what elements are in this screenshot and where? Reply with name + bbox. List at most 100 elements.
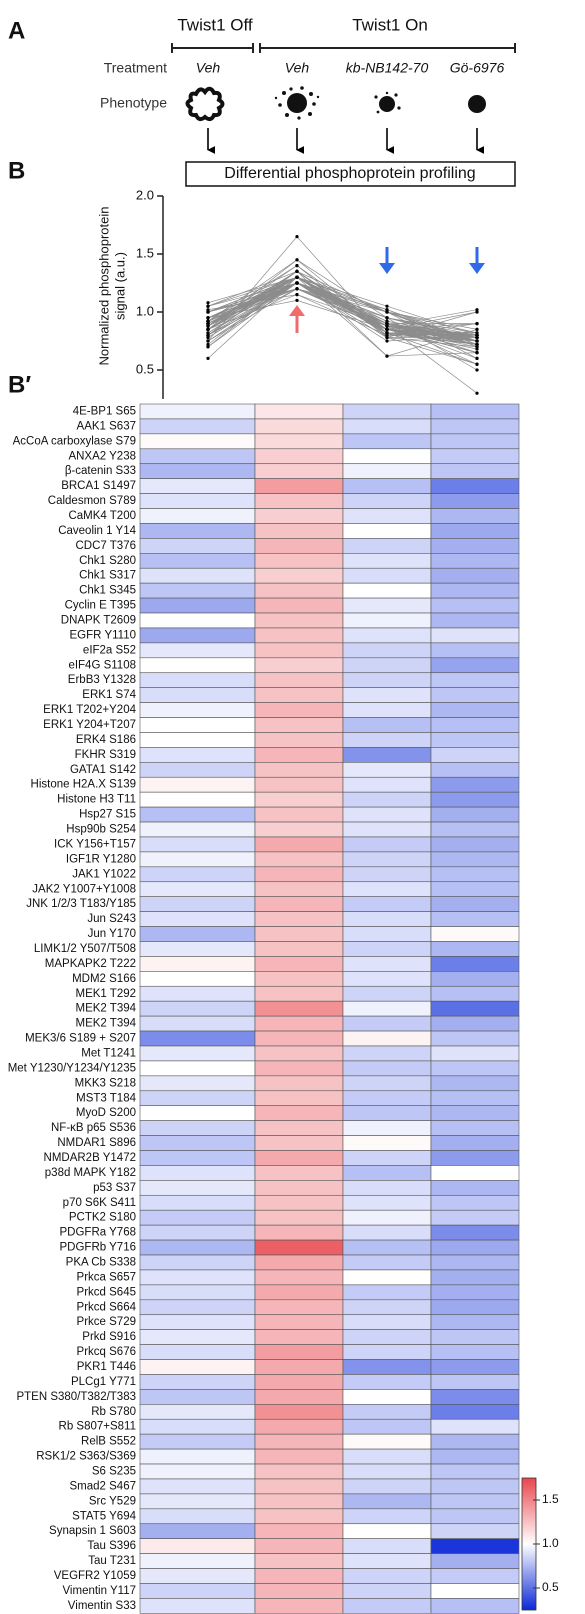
heat-cell (140, 1569, 255, 1584)
heat-cell (140, 1195, 255, 1210)
heat-cell (140, 1479, 255, 1494)
y-axis-label: signal (a.u.) (112, 252, 127, 320)
row-label: MDM2 S166 (72, 973, 136, 985)
heat-cell (140, 523, 255, 538)
heat-cell (343, 643, 431, 658)
heat-cell (431, 747, 519, 762)
heat-cell (343, 598, 431, 613)
heat-cell (343, 1569, 431, 1584)
heat-cell (140, 1031, 255, 1046)
heat-cell (140, 688, 255, 703)
treatment: Gö-6976 (450, 60, 505, 76)
heat-cell (140, 1419, 255, 1434)
row-label: MEK2 T394 (75, 1018, 136, 1030)
heat-cell (431, 434, 519, 449)
heat-cell (255, 1165, 343, 1180)
heat-cell (255, 777, 343, 792)
row-label: AcCoA carboxylase S79 (13, 435, 136, 447)
heat-cell (343, 688, 431, 703)
row-label: JAK1 Y1022 (72, 868, 136, 880)
heat-cell (343, 1315, 431, 1330)
heat-cell (431, 718, 519, 733)
heat-cell (255, 1330, 343, 1345)
heat-cell (255, 1001, 343, 1016)
colorbar-tick-label: 1.5 (542, 1492, 559, 1506)
heat-cell (431, 658, 519, 673)
row-label: MAPKAPK2 T222 (45, 958, 136, 970)
profile-point (206, 331, 209, 334)
heat-cell (255, 912, 343, 927)
heat-cell (255, 538, 343, 553)
heat-cell (343, 1165, 431, 1180)
row-label: MKK3 S218 (75, 1077, 136, 1089)
heat-cell (343, 1404, 431, 1419)
heat-cell (140, 1539, 255, 1554)
line-plot: Normalized phosphoprotein signal (a.u.) … (96, 187, 478, 399)
profile-point (475, 310, 478, 313)
heat-cell (343, 1479, 431, 1494)
row-label: ERK1 S74 (82, 689, 136, 701)
heat-cell (431, 1479, 519, 1494)
heat-cell (255, 1016, 343, 1031)
heat-cell (343, 1151, 431, 1166)
figure: A B B′ Twist1 Off Twist1 On Treatment Ph… (0, 0, 585, 1614)
heat-cell (255, 1300, 343, 1315)
heat-cell (255, 852, 343, 867)
row-label: JAK2 Y1007+Y1008 (32, 883, 136, 895)
heat-cell (343, 1464, 431, 1479)
row-label: PDGFRa Y768 (60, 1227, 137, 1239)
heat-cell (431, 1270, 519, 1285)
heat-cell (343, 956, 431, 971)
profile-point (475, 331, 478, 334)
row-label: Histone H3 T11 (57, 794, 136, 806)
heat-cell (343, 509, 431, 524)
heat-cell (140, 1598, 255, 1613)
heat-cell (431, 538, 519, 553)
heat-cell (343, 822, 431, 837)
heat-cell (343, 1285, 431, 1300)
heat-cell (255, 598, 343, 613)
row-label: Vimentin S33 (68, 1600, 136, 1612)
heat-cell (140, 628, 255, 643)
heat-cell (140, 1345, 255, 1360)
heat-cell (255, 419, 343, 434)
row-label: 4E-BP1 S65 (73, 405, 136, 417)
heat-cell (140, 1464, 255, 1479)
row-label: GATA1 S142 (70, 764, 136, 776)
heat-cell (431, 1330, 519, 1345)
heat-cell (343, 1046, 431, 1061)
heat-cell (255, 971, 343, 986)
profile-point (206, 301, 209, 304)
profile-point (385, 328, 388, 331)
heat-cell (343, 1524, 431, 1539)
heat-cell (255, 882, 343, 897)
heat-cell (140, 494, 255, 509)
heat-cell (343, 449, 431, 464)
row-label: Prkcd S645 (77, 1286, 136, 1298)
profile-point (206, 316, 209, 319)
heat-cell (431, 807, 519, 822)
heat-cell (431, 598, 519, 613)
profile-point (475, 368, 478, 371)
heat-cell (431, 1449, 519, 1464)
heat-cell (140, 1180, 255, 1195)
row-label: MEK3/6 S189 + S207 (25, 1033, 136, 1045)
heat-cell (431, 1255, 519, 1270)
heat-cell (140, 912, 255, 927)
heat-cell (140, 479, 255, 494)
heat-cell (431, 1598, 519, 1613)
row-label: S6 S235 (92, 1466, 136, 1478)
heat-cell (343, 673, 431, 688)
heat-cell (431, 1165, 519, 1180)
profile-point (295, 258, 298, 261)
row-label: Chk1 S280 (79, 555, 136, 567)
heat-cell (431, 762, 519, 777)
heat-cell (431, 1016, 519, 1031)
heat-cell (343, 613, 431, 628)
heat-cell (255, 1121, 343, 1136)
heat-cell (343, 404, 431, 419)
heat-cell (140, 598, 255, 613)
heat-cell (343, 1300, 431, 1315)
heat-cell (431, 1315, 519, 1330)
heat-cell (343, 523, 431, 538)
